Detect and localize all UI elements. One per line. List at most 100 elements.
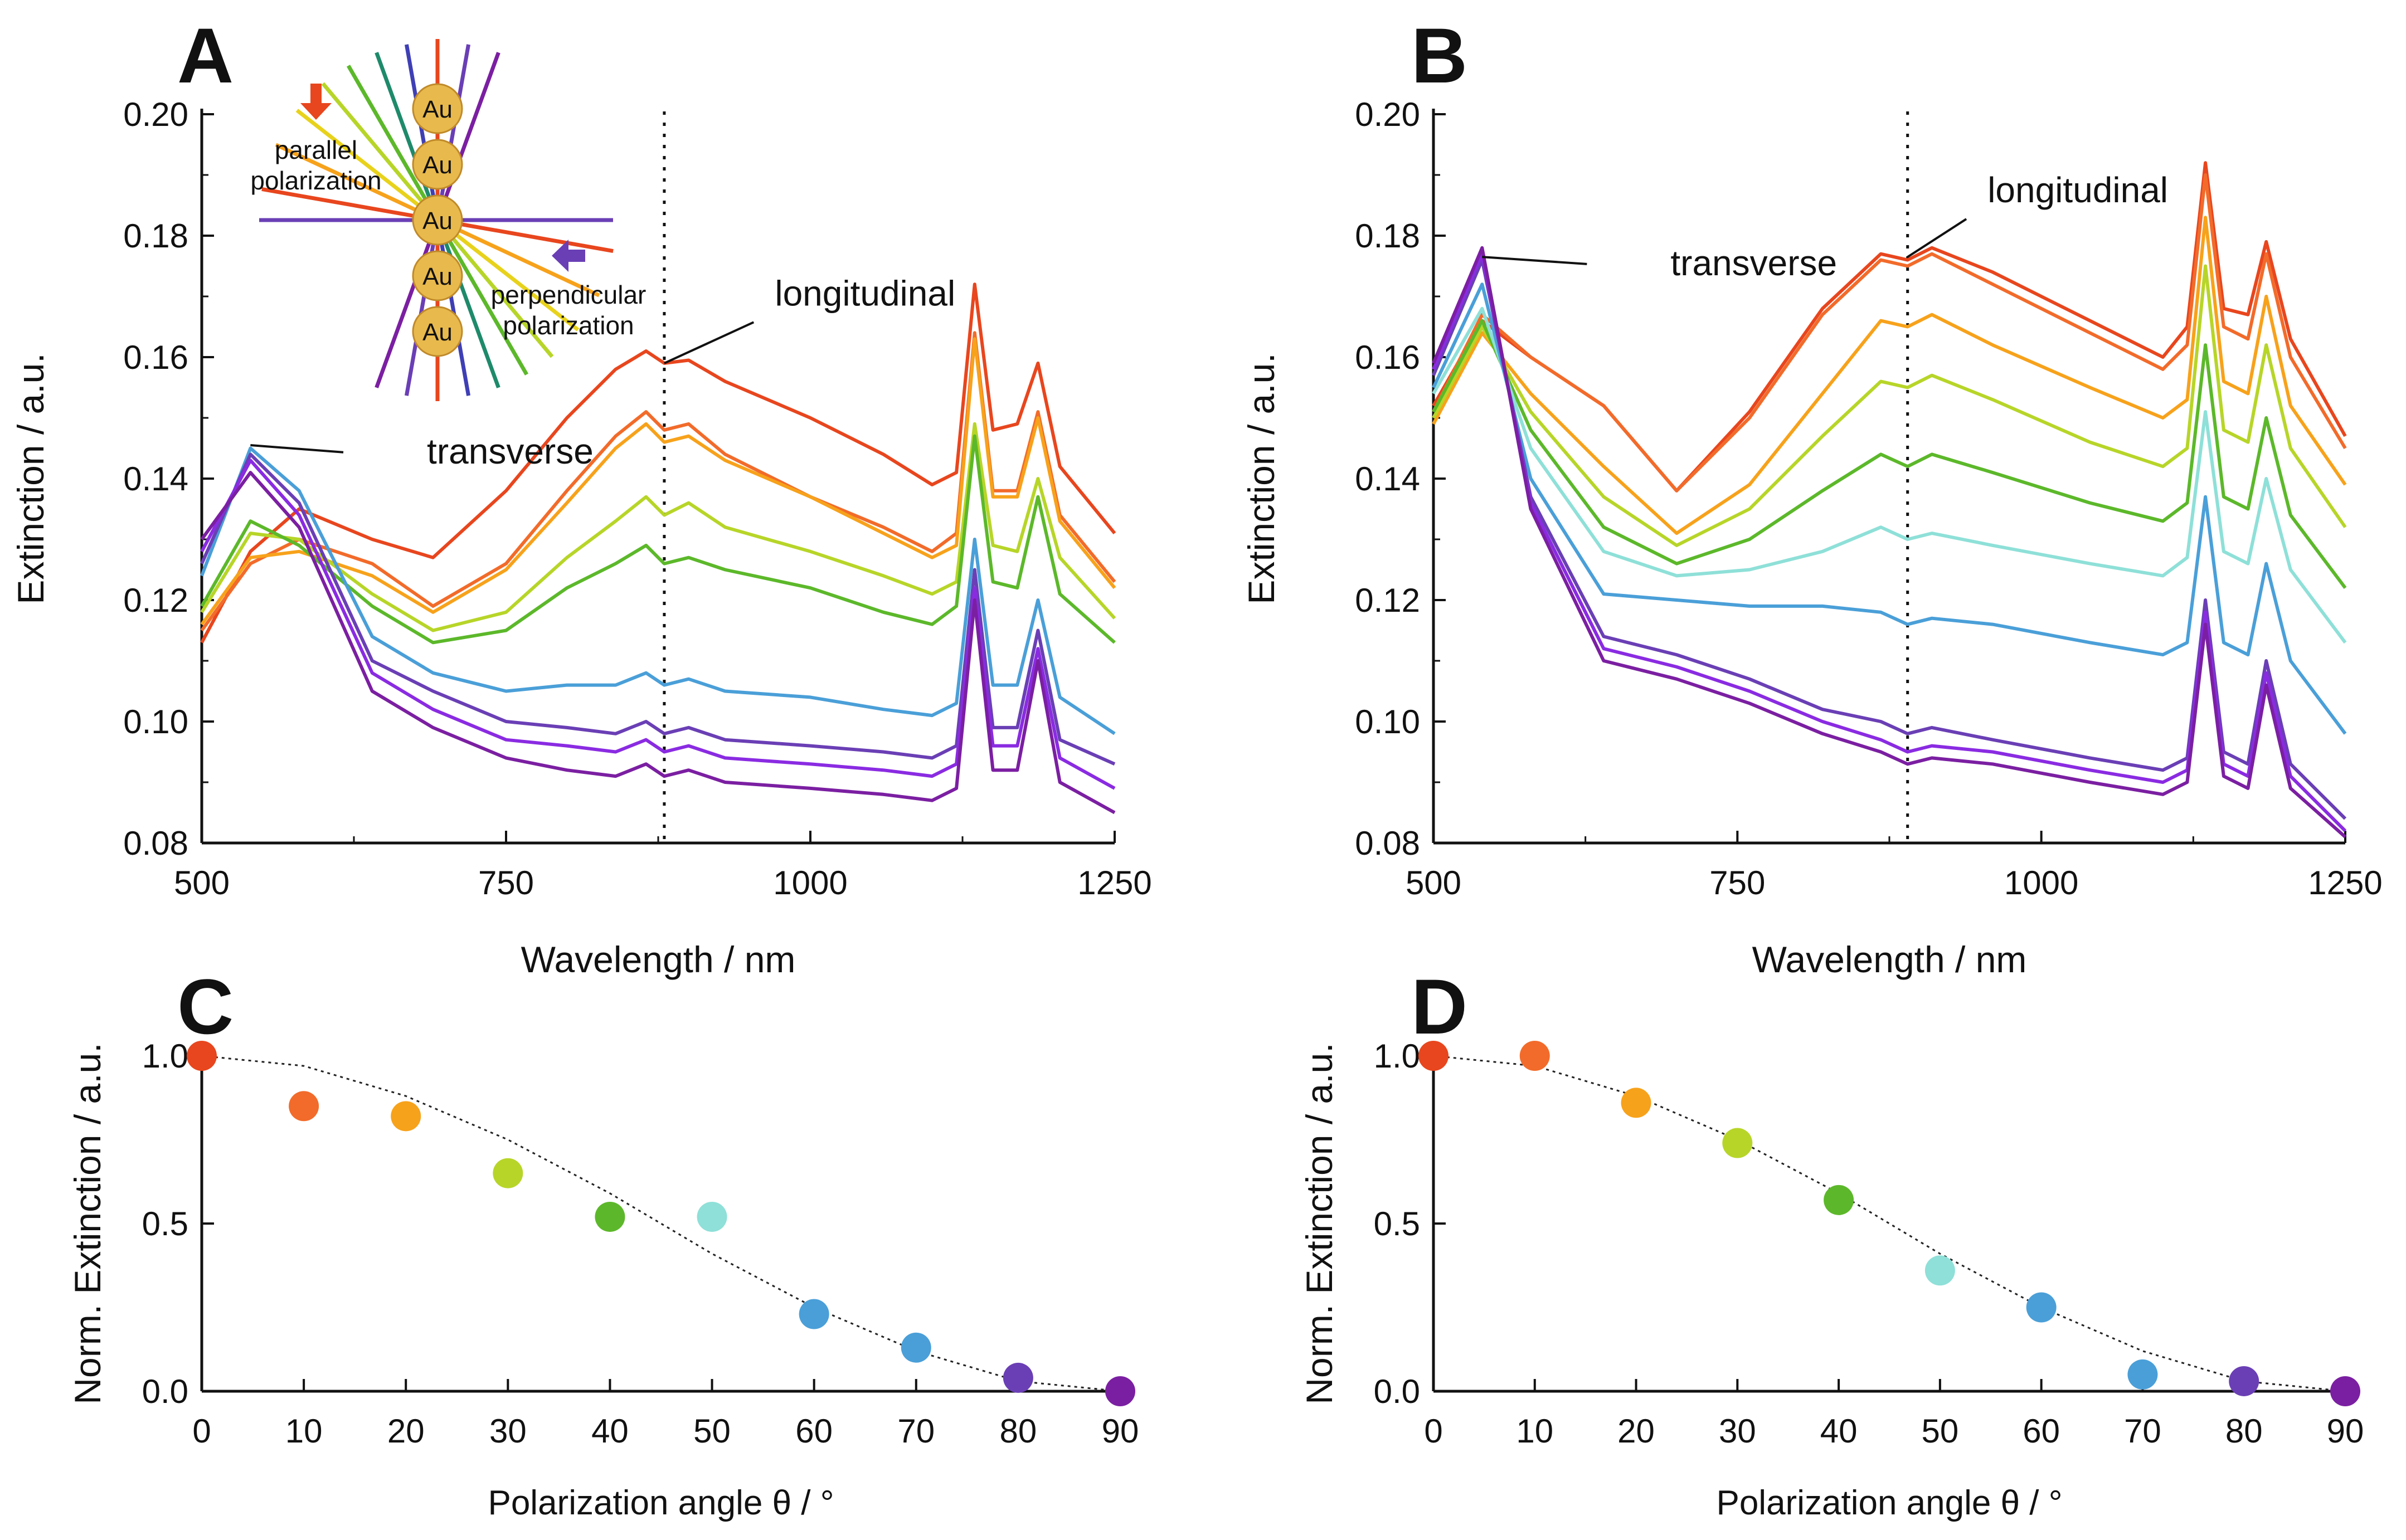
y-tick-label: 0.08 (1355, 825, 1420, 862)
series-line-90deg (1432, 246, 2346, 839)
series-line-50deg (1432, 306, 2347, 644)
annotation-longitudinal: longitudinal (775, 273, 955, 313)
x-tick-label: 10 (1516, 1412, 1553, 1450)
y-tick-label: 0.0 (1374, 1373, 1420, 1410)
x-tick-label: 30 (1719, 1412, 1756, 1450)
data-point-40 (1824, 1185, 1854, 1215)
fit-curve (1433, 1055, 2346, 1392)
panel-letter: B (1411, 12, 1467, 99)
au-label: Au (422, 96, 453, 123)
parallel-arrow-icon (300, 84, 332, 120)
data-point-10 (1519, 1041, 1550, 1071)
y-tick-label: 0.12 (1355, 582, 1420, 619)
annotation-leader (250, 444, 344, 454)
perpendicular-label: polarization (503, 311, 634, 340)
data-point-30 (1722, 1128, 1753, 1158)
x-tick-label: 500 (1406, 864, 1461, 901)
y-tick-label: 1.0 (142, 1037, 188, 1075)
series-line-70deg (200, 459, 1116, 790)
x-tick-label: 50 (1922, 1412, 1959, 1450)
au-label: Au (422, 207, 453, 235)
data-point-50 (1924, 1255, 1955, 1286)
y-tick-label: 0.18 (123, 217, 188, 255)
data-point-70 (901, 1332, 931, 1363)
au-particle (412, 250, 463, 301)
inset-schematic: AuAuAuAuAuparallelpolarizationperpendicu… (250, 39, 646, 401)
annotation-leader (1907, 218, 1967, 258)
x-tick-label: 30 (489, 1412, 527, 1450)
x-tick-label: 0 (1424, 1412, 1442, 1450)
y-axis-title: Extinction / a.u. (1241, 353, 1282, 604)
x-tick-label: 750 (1709, 864, 1765, 901)
y-tick-label: 0.5 (1374, 1205, 1420, 1242)
x-tick-label: 80 (2225, 1412, 2263, 1450)
y-tick-label: 0.20 (1355, 96, 1420, 133)
au-label: Au (422, 319, 453, 346)
series-line-30deg (200, 422, 1116, 632)
x-axis-title: Wavelength / nm (521, 939, 796, 980)
panel-B: 500 750 1000 1250 0.08 0.10 0.12 0.14 0.16 0.18 0.… (1241, 12, 2383, 980)
x-tick-label: 70 (2124, 1412, 2161, 1450)
x-tick-label: 20 (1617, 1412, 1655, 1450)
y-tick-label: 0.16 (123, 339, 188, 376)
data-point-70 (2127, 1359, 2158, 1390)
x-tick-label: 60 (795, 1412, 833, 1450)
y-tick-label: 0.10 (123, 703, 188, 740)
x-tick-label: 0 (192, 1412, 211, 1450)
y-tick-label: 0.20 (123, 96, 188, 133)
data-point-50 (697, 1201, 727, 1232)
data-point-90 (2330, 1376, 2360, 1406)
x-axis-title: Wavelength / nm (1752, 939, 2027, 980)
series-line-20deg (1432, 216, 2347, 535)
x-axis-title: Polarization angle θ / ° (488, 1484, 834, 1522)
y-axis-title: Extinction / a.u. (10, 353, 51, 604)
perpendicular-label: perpendicular (491, 280, 647, 309)
parallel-label: parallel (275, 135, 357, 164)
data-point-20 (1621, 1088, 1651, 1118)
perpendicular-arrow-icon (552, 240, 585, 272)
x-axis-title: Polarization angle θ / ° (1716, 1484, 2062, 1522)
x-tick-label: 40 (591, 1412, 629, 1450)
x-tick-label: 50 (693, 1412, 731, 1450)
y-axis-title: Norm. Extinction / a.u. (67, 1042, 108, 1404)
y-tick-label: 0.16 (1355, 339, 1420, 376)
x-tick-label: 90 (2327, 1412, 2364, 1450)
series-line-10deg (1432, 173, 2347, 493)
data-point-10 (289, 1091, 319, 1122)
panel-letter: C (177, 963, 234, 1050)
annotation-leader (664, 321, 755, 364)
x-tick-label: 70 (897, 1412, 935, 1450)
data-point-60 (2026, 1292, 2057, 1323)
y-tick-label: 0.14 (1355, 460, 1420, 498)
data-point-60 (799, 1299, 829, 1329)
au-particle (412, 306, 463, 357)
x-tick-label: 1000 (2004, 864, 2078, 901)
x-tick-label: 40 (1820, 1412, 1858, 1450)
x-tick-label: 80 (1000, 1412, 1037, 1450)
y-tick-label: 0.0 (142, 1373, 188, 1410)
y-tick-label: 0.08 (123, 825, 188, 862)
series-line-60deg (1432, 282, 2347, 735)
data-point-80 (1003, 1362, 1033, 1393)
panel-letter: D (1411, 963, 1467, 1050)
au-particle (412, 194, 463, 246)
series-line-70deg (1432, 258, 2347, 820)
au-particle (412, 83, 463, 134)
y-tick-label: 0.12 (123, 582, 188, 619)
annotation-longitudinal: longitudinal (1987, 170, 2168, 210)
series-line-60deg (200, 452, 1116, 766)
series-line-30deg (1432, 264, 2347, 547)
x-tick-label: 60 (2023, 1412, 2060, 1450)
series-line-10deg (200, 331, 1116, 632)
y-axis-title: Norm. Extinction / a.u. (1299, 1042, 1340, 1404)
series-line-80deg (200, 471, 1116, 815)
au-label: Au (422, 263, 453, 290)
series-line-40deg (200, 434, 1116, 645)
panel-D: 0 10 20 30 40 50 60 70 80 90 0.0 0.5 1.0 Polarization… (1299, 963, 2364, 1522)
data-point-40 (595, 1201, 625, 1232)
parallel-label: polarization (250, 166, 381, 195)
y-tick-label: 0.10 (1355, 703, 1420, 740)
annotation-leader (1482, 256, 1587, 265)
y-tick-label: 0.5 (142, 1205, 188, 1242)
